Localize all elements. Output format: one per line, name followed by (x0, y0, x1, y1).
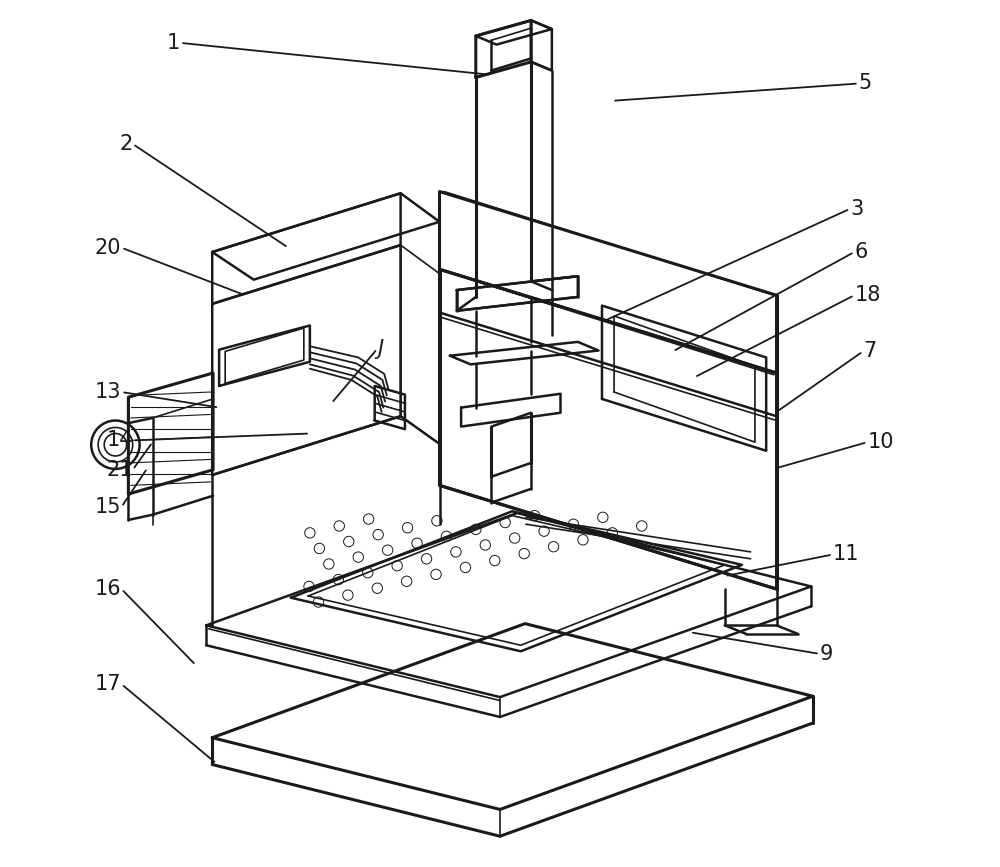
Polygon shape (450, 342, 599, 364)
Polygon shape (291, 512, 742, 651)
Text: 18: 18 (854, 285, 881, 305)
Text: 11: 11 (833, 544, 859, 564)
Polygon shape (219, 325, 310, 386)
Text: 16: 16 (95, 579, 121, 599)
Text: 1: 1 (167, 33, 180, 53)
Polygon shape (476, 21, 531, 77)
Text: J: J (377, 339, 383, 359)
Polygon shape (457, 277, 578, 310)
Text: 14: 14 (106, 430, 133, 451)
Text: 17: 17 (95, 675, 121, 694)
Text: 6: 6 (854, 242, 868, 262)
Text: 7: 7 (863, 342, 876, 362)
Text: 3: 3 (850, 199, 863, 218)
Polygon shape (375, 386, 405, 429)
Polygon shape (461, 394, 560, 427)
Polygon shape (401, 245, 440, 444)
Text: 13: 13 (95, 382, 121, 402)
Polygon shape (476, 21, 552, 44)
Polygon shape (212, 623, 813, 810)
Text: 5: 5 (859, 74, 872, 94)
Text: 15: 15 (95, 497, 121, 517)
Polygon shape (602, 305, 766, 451)
Polygon shape (212, 193, 401, 303)
Text: 10: 10 (867, 432, 894, 453)
Polygon shape (212, 245, 401, 475)
Polygon shape (212, 193, 440, 280)
Text: 20: 20 (95, 238, 121, 257)
Polygon shape (531, 21, 552, 70)
Polygon shape (440, 192, 777, 373)
Polygon shape (128, 373, 213, 494)
Text: 9: 9 (820, 644, 833, 664)
Polygon shape (206, 513, 811, 697)
Text: 2: 2 (119, 134, 133, 154)
Polygon shape (440, 270, 777, 589)
Text: 21: 21 (106, 460, 133, 479)
